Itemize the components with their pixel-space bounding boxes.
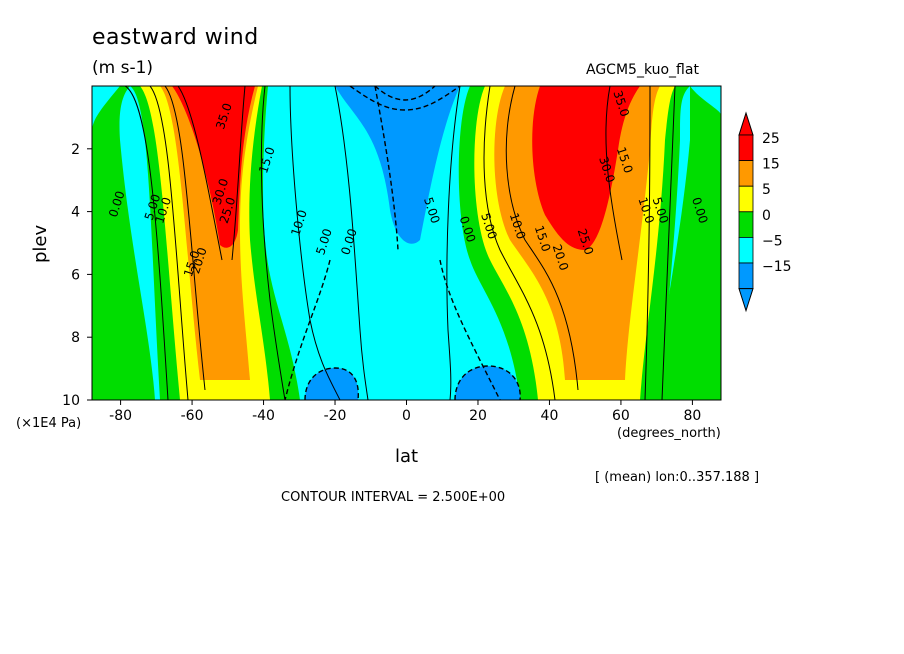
nh-green-outer bbox=[655, 86, 721, 400]
colorbar-bottom-arrow bbox=[738, 288, 754, 313]
eq-dashed-2 bbox=[374, 86, 436, 101]
colorbar-segment bbox=[738, 236, 754, 264]
colorbar-segment bbox=[738, 211, 754, 238]
thin-dashed-south bbox=[284, 259, 331, 400]
x-tick-label: 20 bbox=[469, 408, 487, 424]
x-tick-label: -20 bbox=[324, 408, 347, 424]
sh-contour-1 bbox=[124, 86, 169, 400]
colorbar-segment bbox=[738, 185, 754, 213]
units-label: (m s-1) bbox=[92, 58, 154, 78]
nh-zero-line bbox=[446, 86, 461, 400]
sh-contour-4 bbox=[177, 86, 223, 261]
sh-contour-5 bbox=[231, 86, 246, 261]
sh-contour-6 bbox=[260, 86, 286, 400]
colorbar-label: 5 bbox=[762, 182, 771, 198]
x-axis-title: lat bbox=[395, 446, 419, 467]
y-tick-label: 10 bbox=[62, 393, 80, 409]
colorbar-label: −5 bbox=[762, 233, 783, 249]
y-tick-label: 8 bbox=[71, 330, 80, 346]
x-tick-label: 40 bbox=[541, 408, 559, 424]
contour-interval: CONTOUR INTERVAL = 2.500E+00 bbox=[281, 490, 506, 505]
chart-title: eastward wind bbox=[92, 25, 259, 50]
blue-lobe-north bbox=[455, 366, 521, 400]
lobe-south-dashed bbox=[304, 367, 359, 400]
colorbar-label: −15 bbox=[762, 259, 792, 275]
colorbar: 25 15 5 0 −5 −15 bbox=[738, 111, 792, 313]
y-axis-title: plev bbox=[30, 224, 51, 263]
colorbar-segment bbox=[738, 134, 754, 162]
sh-contour-7 bbox=[289, 86, 341, 400]
nh-contour-1 bbox=[483, 86, 556, 400]
sh-green-outer bbox=[92, 86, 155, 400]
colorbar-label: 25 bbox=[762, 131, 780, 147]
nh-contour-2 bbox=[505, 86, 579, 391]
y-tick-label: 2 bbox=[71, 142, 80, 158]
lobe-north-dashed bbox=[454, 365, 521, 400]
nh-contour-3 bbox=[605, 86, 623, 261]
sh-contour-2 bbox=[149, 86, 189, 400]
colorbar-segment bbox=[738, 262, 754, 290]
x-tick-label: 60 bbox=[612, 408, 630, 424]
colorbar-top-arrow bbox=[738, 111, 754, 136]
x-tick-label: 0 bbox=[402, 408, 411, 424]
thin-dashed-north bbox=[439, 259, 501, 400]
eq-dashed-3 bbox=[374, 86, 399, 251]
run-name: AGCM5_kuo_flat bbox=[586, 62, 699, 78]
x-tick-label: -60 bbox=[181, 408, 204, 424]
y-tick-label: 4 bbox=[71, 205, 80, 221]
colorbar-label: 15 bbox=[762, 157, 780, 173]
contour-field bbox=[92, 86, 721, 400]
sh-contour-3 bbox=[164, 86, 206, 391]
nh-contour-5 bbox=[661, 86, 676, 400]
colorbar-label: 0 bbox=[762, 208, 771, 224]
nh-red-core bbox=[532, 86, 640, 250]
nh-contour-4 bbox=[644, 86, 651, 400]
y-tick-label: 6 bbox=[71, 267, 80, 283]
eq-blue-upper bbox=[335, 86, 460, 244]
colorbar-segment bbox=[738, 160, 754, 187]
x-axis-units: (degrees_north) bbox=[617, 426, 721, 441]
y-axis-units: (×1E4 Pa) bbox=[16, 416, 82, 431]
mean-note: [ (mean) lon:0..357.188 ] bbox=[595, 470, 760, 485]
eq-dashed-1 bbox=[349, 86, 461, 111]
x-tick-label: -40 bbox=[252, 408, 275, 424]
x-tick-label: -80 bbox=[109, 408, 132, 424]
sh-red-core bbox=[172, 86, 255, 248]
x-tick-label: 80 bbox=[683, 408, 701, 424]
sh-zero-line bbox=[334, 86, 369, 400]
